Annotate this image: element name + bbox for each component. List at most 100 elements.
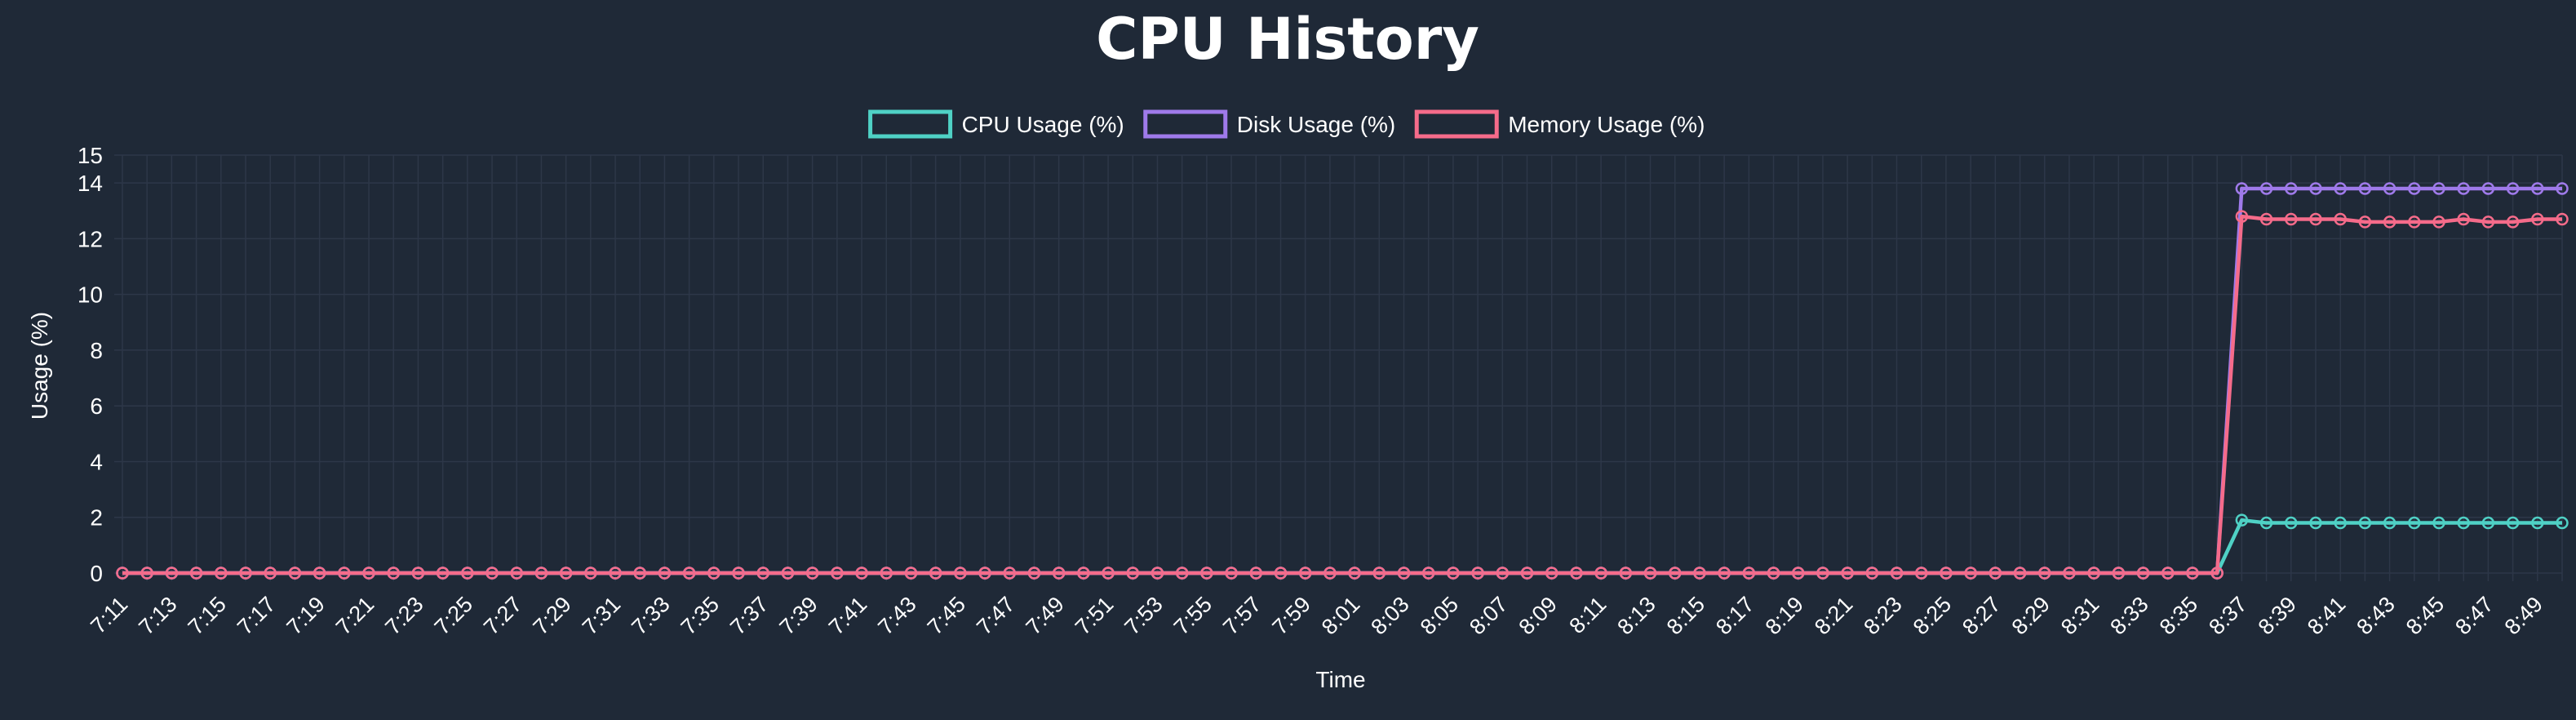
- legend[interactable]: CPU Usage (%) Disk Usage (%) Memory Usage …: [868, 109, 1705, 139]
- data-point: [2235, 182, 2249, 195]
- data-point: [2481, 516, 2495, 530]
- data-point: [2531, 182, 2544, 195]
- data-point: [2556, 182, 2569, 195]
- data-point: [2457, 516, 2470, 530]
- y-tick-label: 0: [90, 561, 103, 586]
- x-tick-label: 8:05: [1416, 592, 1463, 639]
- data-point: [2383, 216, 2396, 229]
- data-point: [2112, 567, 2126, 580]
- data-point: [1077, 567, 1090, 580]
- data-point: [1027, 567, 1041, 580]
- y-axis-label: Usage (%): [27, 312, 52, 420]
- data-point: [2038, 567, 2051, 580]
- data-point: [880, 567, 893, 580]
- data-point: [2358, 516, 2372, 530]
- legend-item[interactable]: Disk Usage (%): [1143, 109, 1395, 139]
- x-tick-label: 8:49: [2500, 592, 2547, 639]
- data-point: [461, 567, 474, 580]
- data-point: [2531, 212, 2544, 226]
- data-point: [2136, 567, 2150, 580]
- data-point: [1471, 567, 1484, 580]
- data-point: [2309, 212, 2322, 226]
- data-point: [1718, 567, 1731, 580]
- data-point: [781, 567, 795, 580]
- data-point: [855, 567, 868, 580]
- x-tick-label: 7:35: [676, 592, 724, 639]
- data-point: [387, 567, 400, 580]
- data-point: [1742, 567, 1756, 580]
- legend-item[interactable]: Memory Usage (%): [1414, 109, 1705, 139]
- data-point: [2285, 516, 2298, 530]
- legend-label: CPU Usage (%): [962, 112, 1124, 137]
- data-point: [1249, 567, 1263, 580]
- data-point: [534, 567, 548, 580]
- data-point: [2210, 567, 2224, 580]
- x-tick-label: 8:17: [1711, 592, 1758, 639]
- x-tick-label: 8:13: [1612, 592, 1660, 639]
- data-point: [1619, 567, 1633, 580]
- data-point: [1126, 567, 1140, 580]
- data-point: [1052, 567, 1066, 580]
- data-point: [1274, 567, 1288, 580]
- x-tick-label: 7:55: [1169, 592, 1217, 639]
- data-point: [411, 567, 425, 580]
- x-tick-label: 7:29: [528, 592, 575, 639]
- data-point: [116, 567, 129, 580]
- data-point: [1348, 567, 1361, 580]
- x-tick-label: 8:39: [2254, 592, 2301, 639]
- data-point: [239, 567, 252, 580]
- data-point: [929, 567, 942, 580]
- y-axis-ticks: 0 2 4 6 8 10 12 14 15: [78, 143, 103, 586]
- data-point: [1151, 567, 1164, 580]
- data-point: [362, 567, 375, 580]
- x-tick-label: 7:49: [1022, 592, 1069, 639]
- data-point: [2408, 216, 2421, 229]
- x-tick-label: 7:39: [775, 592, 822, 639]
- data-point: [1791, 567, 1805, 580]
- x-tick-label: 8:47: [2450, 592, 2498, 639]
- y-tick-label: 2: [90, 505, 103, 531]
- data-point: [1767, 567, 1780, 580]
- x-tick-label: 8:35: [2155, 592, 2202, 639]
- legend-swatch: [1143, 109, 1228, 139]
- data-point: [1372, 567, 1386, 580]
- legend-item[interactable]: CPU Usage (%): [868, 109, 1124, 139]
- data-point: [2309, 182, 2322, 195]
- x-tick-label: 8:11: [1564, 592, 1611, 638]
- data-point: [2481, 216, 2495, 229]
- x-tick-label: 8:41: [2303, 592, 2350, 639]
- y-tick-label: 14: [78, 171, 103, 196]
- data-point: [2334, 516, 2347, 530]
- data-point: [2334, 182, 2347, 195]
- data-point: [1816, 567, 1829, 580]
- data-point: [313, 567, 326, 580]
- data-point: [189, 567, 203, 580]
- x-tick-label: 8:15: [1662, 592, 1709, 639]
- x-tick-label: 7:27: [479, 592, 526, 639]
- data-point: [2358, 216, 2372, 229]
- data-point: [2259, 212, 2273, 226]
- data-point: [2432, 516, 2445, 530]
- data-point: [2506, 182, 2520, 195]
- x-tick-label: 7:45: [923, 592, 970, 639]
- data-point: [831, 567, 844, 580]
- data-point: [2383, 182, 2396, 195]
- data-point: [2013, 567, 2027, 580]
- data-point: [954, 567, 967, 580]
- x-tick-label: 7:47: [972, 592, 1019, 639]
- data-point: [2481, 182, 2495, 195]
- data-point: [609, 567, 622, 580]
- data-point: [2285, 212, 2298, 226]
- series-line: [122, 518, 2562, 576]
- data-point: [584, 567, 597, 580]
- legend-label: Memory Usage (%): [1508, 112, 1705, 137]
- data-point: [1890, 567, 1904, 580]
- data-point: [2063, 567, 2076, 580]
- data-point: [904, 567, 918, 580]
- y-tick-label: 6: [90, 393, 103, 419]
- legend-label: Disk Usage (%): [1237, 112, 1395, 137]
- x-tick-label: 8:23: [1859, 592, 1906, 639]
- x-tick-label: 7:59: [1268, 592, 1315, 639]
- data-point: [2285, 182, 2298, 195]
